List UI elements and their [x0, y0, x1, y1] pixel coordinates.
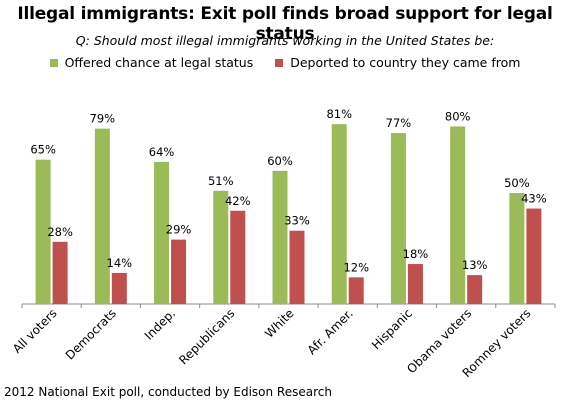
- bar-deported: [171, 239, 187, 304]
- data-label-legal: 50%: [504, 176, 530, 190]
- data-label-deported: 43%: [521, 192, 547, 206]
- bar-deported: [230, 210, 246, 304]
- legend-swatch-legal: [49, 58, 58, 67]
- data-label-legal: 60%: [267, 154, 293, 168]
- chart-subtitle: Q: Should most illegal immigrants workin…: [75, 33, 495, 48]
- data-label-legal: 79%: [90, 112, 116, 126]
- data-label-legal: 80%: [445, 109, 471, 123]
- bar-legal: [35, 159, 51, 304]
- data-label-deported: 29%: [166, 223, 192, 237]
- source-note: 2012 National Exit poll, conducted by Ed…: [4, 385, 332, 399]
- bar-deported: [407, 264, 423, 304]
- data-label-legal: 51%: [208, 174, 234, 188]
- bar-legal: [509, 193, 525, 304]
- bar-legal: [154, 161, 170, 304]
- x-tick-label: Hispanic: [369, 306, 415, 352]
- bar-legal: [213, 190, 229, 304]
- legend-label-legal: Offered chance at legal status: [64, 55, 254, 70]
- x-tick-label: Afr. Amer.: [305, 306, 356, 357]
- data-label-deported: 14%: [107, 256, 133, 270]
- data-label-legal: 81%: [326, 107, 352, 121]
- bar-deported: [111, 272, 127, 304]
- data-label-legal: 64%: [149, 145, 175, 159]
- data-label-deported: 12%: [343, 260, 369, 274]
- x-tick-label: Indep.: [142, 306, 178, 342]
- bar-legal: [94, 128, 110, 304]
- data-label-legal: 65%: [30, 143, 56, 157]
- legend-item-deported: Deported to country they came from: [275, 55, 520, 70]
- bar-deported: [289, 230, 305, 304]
- legend-item-legal: Offered chance at legal status: [49, 55, 254, 70]
- chart-title: Illegal immigrants: Exit poll finds broa…: [17, 4, 553, 44]
- data-label-deported: 42%: [225, 194, 251, 208]
- bar-deported: [348, 277, 364, 304]
- bar-legal: [450, 126, 466, 305]
- data-label-deported: 13%: [462, 258, 488, 272]
- bar-legal: [390, 133, 406, 304]
- bar-legal: [272, 170, 288, 304]
- bar-deported: [526, 208, 542, 304]
- bar-legal: [331, 124, 347, 305]
- legend-label-deported: Deported to country they came from: [290, 55, 521, 70]
- x-tick-label: All voters: [10, 306, 60, 356]
- bar-deported: [52, 241, 68, 304]
- bar-deported: [467, 275, 483, 304]
- x-tick-label: White: [262, 306, 297, 341]
- data-label-deported: 28%: [47, 225, 73, 239]
- data-label-deported: 33%: [284, 214, 310, 228]
- data-label-legal: 77%: [386, 116, 412, 130]
- legend-swatch-deported: [275, 58, 284, 67]
- legend: Offered chance at legal status Deported …: [0, 55, 570, 70]
- data-label-deported: 18%: [403, 247, 429, 261]
- x-tick-label: Democrats: [63, 306, 119, 362]
- x-tick-label: Republicans: [176, 306, 237, 367]
